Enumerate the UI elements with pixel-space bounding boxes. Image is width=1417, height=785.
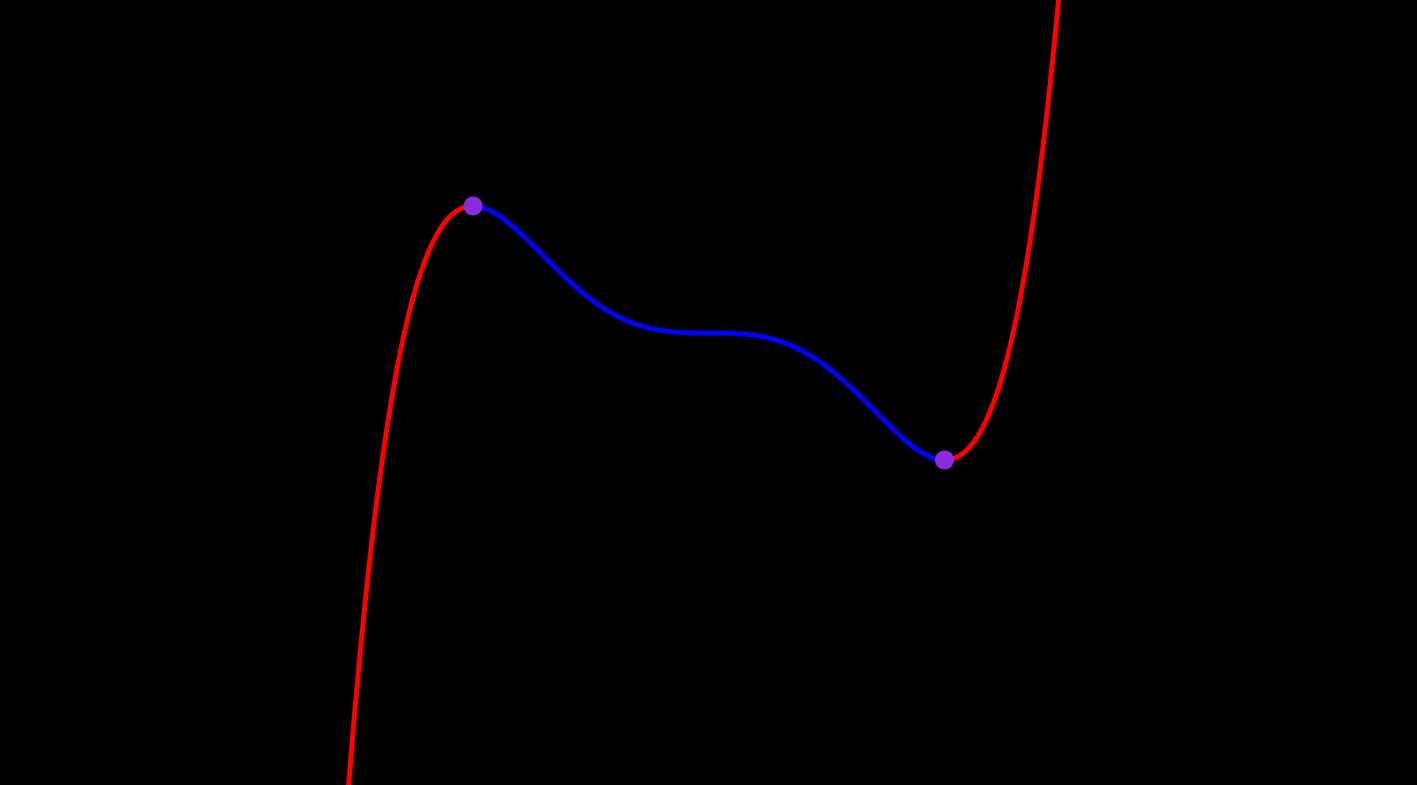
curve-segment-increasing-left xyxy=(346,203,476,785)
local-minimum-point xyxy=(935,450,954,470)
curve-segment-increasing-right xyxy=(942,0,1062,463)
curve-segment-decreasing-middle xyxy=(470,203,947,463)
local-maximum-point xyxy=(463,196,483,216)
